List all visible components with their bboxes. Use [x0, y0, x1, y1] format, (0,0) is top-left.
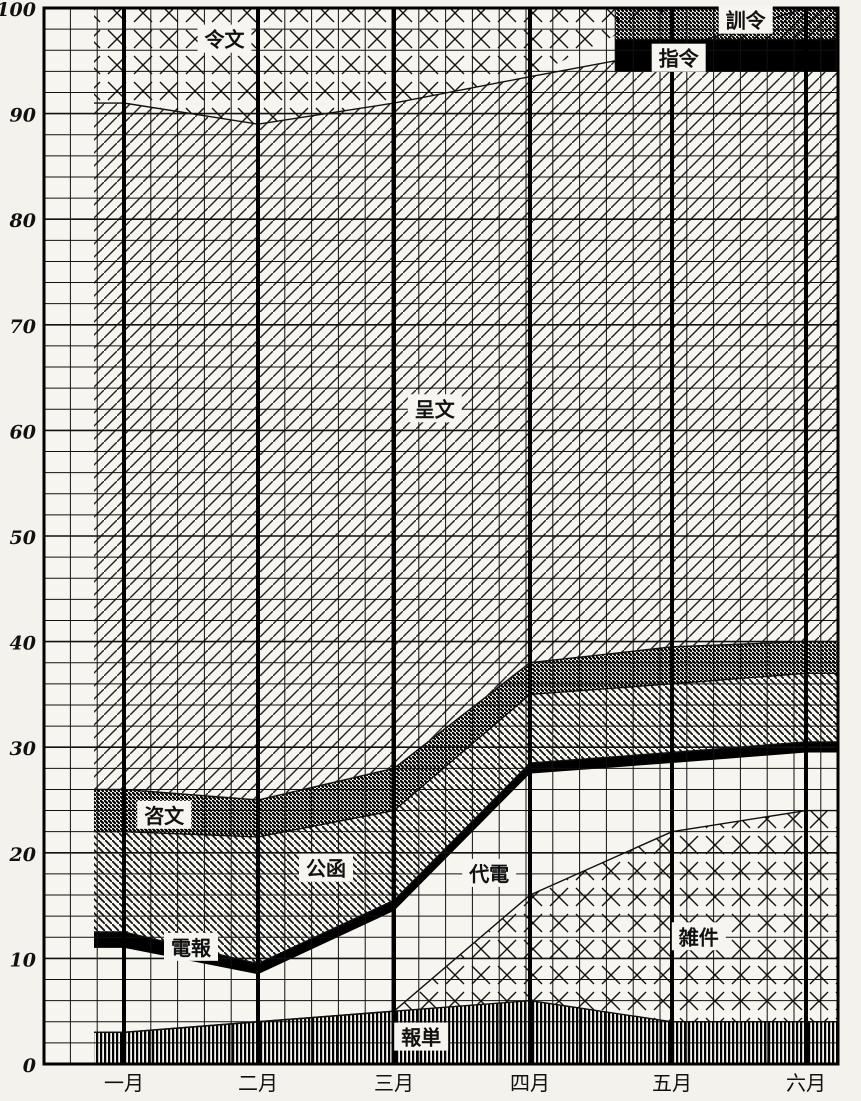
plot-frame — [42, 6, 840, 1066]
y-tick-label: 30 — [10, 738, 36, 760]
band-5 — [94, 8, 838, 800]
y-tick-label: 70 — [10, 316, 36, 338]
band-label-bg — [197, 24, 252, 53]
band-boundary-4 — [94, 640, 838, 801]
band-label-bg — [462, 858, 517, 887]
band-label-bg — [671, 922, 726, 951]
band-0 — [94, 1000, 838, 1064]
x-tick-label: 三月 — [374, 1071, 414, 1095]
band-label-7: 報単 — [401, 1026, 441, 1050]
band-label-3: 公函 — [306, 857, 346, 881]
band-label-bg — [651, 43, 706, 72]
band-label-8: 訓令 — [726, 9, 767, 33]
x-tick-label: 六月 — [786, 1071, 826, 1095]
y-tick-label: 0 — [23, 1055, 36, 1077]
x-tick-label: 二月 — [238, 1071, 278, 1095]
y-tick-label: 50 — [10, 527, 36, 549]
band-label-bg — [407, 394, 462, 423]
y-tick-label: 100 — [0, 0, 36, 21]
band-label-bg — [137, 800, 192, 829]
band-label-5: 電報 — [171, 936, 212, 960]
band-label-bg — [299, 853, 353, 882]
band-4 — [94, 641, 838, 837]
band-label-6: 雑件 — [678, 925, 719, 949]
y-tick-label: 60 — [10, 421, 36, 443]
band-6 — [94, 8, 838, 125]
y-tick-label: 40 — [10, 633, 36, 655]
x-tick-label: 一月 — [104, 1071, 144, 1095]
y-tick-label: 80 — [9, 210, 36, 232]
band-label-9: 指令 — [659, 47, 700, 71]
band-label-1: 呈文 — [415, 397, 456, 421]
y-tick-label: 90 — [10, 105, 36, 127]
x-tick-label: 四月 — [510, 1071, 550, 1095]
band-label-bg — [164, 932, 218, 961]
band-label-bg — [394, 1022, 449, 1051]
band-label-2: 咨文 — [144, 804, 185, 828]
band-1 — [94, 810, 838, 1033]
y-tick-label: 20 — [9, 844, 36, 866]
band-label-bg — [718, 5, 773, 34]
band-boundary-1 — [94, 809, 838, 1034]
y-tick-label: 10 — [10, 949, 36, 971]
band-label-0: 令文 — [205, 28, 246, 52]
band-label-4: 代電 — [468, 862, 509, 886]
band-3 — [94, 673, 838, 964]
x-tick-label: 五月 — [652, 1071, 692, 1095]
top-band-0 — [614, 39, 837, 72]
